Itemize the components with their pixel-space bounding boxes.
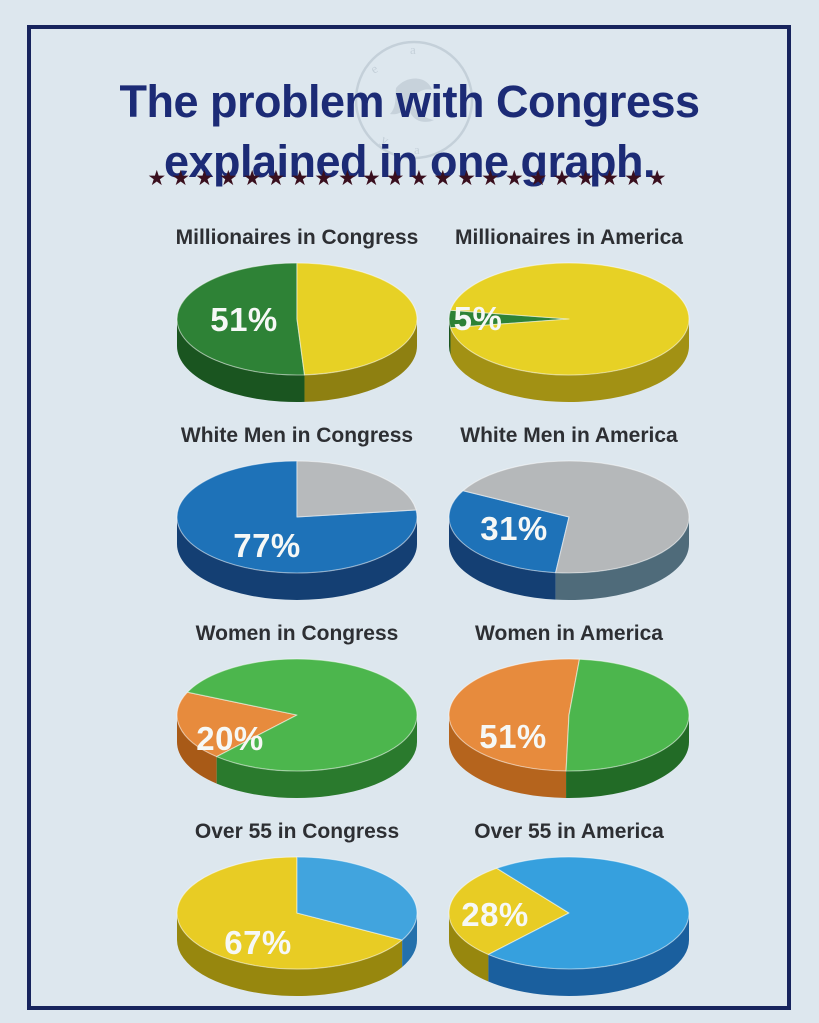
pie-slice-side: [488, 913, 689, 997]
watermark-bird-icon: [390, 78, 434, 122]
star-icon: ★: [457, 167, 481, 190]
pie-chart-svg: 31%: [448, 460, 690, 600]
pie-slice-side: [449, 913, 489, 982]
pie-cell: White Men in Congress 77%: [172, 424, 422, 604]
star-divider: ★★★★★★★★★★★★★★★★★★★★★★: [0, 166, 819, 191]
pie-cell: White Men in America 31%: [444, 424, 694, 604]
pie-value-label: 28%: [461, 896, 529, 933]
star-icon: ★: [647, 167, 672, 190]
pie-slice: [448, 658, 581, 772]
pie-slice: [449, 262, 690, 376]
pie-cell: Over 55 in Congress 67%: [172, 820, 422, 1000]
star-icon: ★: [385, 167, 410, 190]
star-icon: ★: [361, 167, 386, 190]
pie-chart-svg: 28%: [448, 856, 690, 997]
pie-slice: [296, 856, 418, 941]
pie-title: Millionaires in Congress: [175, 226, 419, 249]
star-icon: ★: [290, 167, 315, 190]
border-frame: [27, 25, 791, 1010]
pie-title: White Men in America: [460, 424, 678, 447]
pie-chart-svg: 77%: [176, 460, 418, 600]
pie-cell: Women in Congress 20%: [172, 622, 422, 802]
title-line-2: explained in one graph.: [163, 136, 656, 188]
pie-slice-side: [177, 715, 217, 784]
star-icon: ★: [171, 167, 196, 190]
pie-title: Women in Congress: [195, 622, 399, 645]
pie-slice: [487, 856, 690, 970]
watermark-letter: a: [414, 142, 420, 157]
pie-slice: [448, 490, 570, 574]
pie-slice-side: [450, 319, 689, 402]
pie-slice: [176, 691, 298, 758]
pies-grid: Millionaires in Congress 51% Millionaires …: [172, 226, 694, 1000]
pie-slice: [176, 856, 403, 970]
star-icon: ★: [623, 167, 648, 190]
page-title: The problem with Congress explained in o…: [0, 72, 819, 192]
star-icon: ★: [266, 167, 291, 190]
star-icon: ★: [314, 167, 339, 190]
title-line-1: The problem with Congress: [119, 76, 700, 128]
pie-slice-side: [216, 715, 417, 799]
pie-slice-side: [177, 913, 403, 997]
pie-title: White Men in Congress: [180, 424, 414, 447]
pie-slice: [176, 262, 306, 376]
pie-value-label: 31%: [480, 510, 548, 547]
pie-chart-svg: 67%: [176, 856, 418, 997]
pie-chart-svg: 5%: [448, 262, 690, 402]
pie-slice-side: [555, 517, 689, 600]
star-icon: ★: [552, 167, 577, 190]
star-icon: ★: [504, 167, 529, 190]
pie-slice: [296, 262, 418, 376]
pie-title: Millionaires in America: [455, 226, 683, 249]
pie-title: Women in America: [475, 622, 663, 645]
watermark-circle: [354, 40, 474, 160]
pie-cell: Over 55 in America 28%: [444, 820, 694, 1000]
star-icon: ★: [576, 167, 601, 190]
star-icon: ★: [600, 167, 624, 190]
star-icon: ★: [433, 167, 458, 190]
star-icon: ★: [218, 167, 243, 190]
pie-title: Over 55 in America: [474, 820, 664, 843]
pie-slice-side: [176, 319, 305, 403]
pie-title: Over 55 in Congress: [194, 820, 400, 843]
pie-cell: Millionaires in Congress 51%: [172, 226, 422, 406]
star-icon: ★: [147, 167, 172, 190]
pie-slice-side: [177, 517, 417, 600]
star-icon: ★: [480, 167, 505, 190]
star-icon: ★: [338, 167, 362, 190]
pie-value-label: 5%: [454, 300, 503, 337]
pie-slice-side: [449, 517, 556, 600]
star-icon: ★: [409, 167, 434, 190]
pie-slice-side: [449, 715, 567, 798]
star-icon: ★: [195, 167, 219, 190]
pie-slice-side: [402, 913, 417, 967]
pie-chart-svg: 51%: [176, 262, 418, 403]
pie-slice: [462, 460, 690, 574]
pie-chart-svg: 51%: [448, 658, 690, 798]
pie-slice: [296, 460, 417, 518]
pie-chart-svg: 20%: [176, 658, 418, 799]
watermark-letter: a: [410, 42, 416, 57]
pie-slice: [565, 658, 690, 772]
pie-value-label: 51%: [210, 301, 278, 338]
watermark-logo: e a y a: [354, 40, 474, 160]
star-icon: ★: [242, 167, 267, 190]
pie-slice-side: [566, 715, 689, 798]
pie-slice-side: [304, 319, 417, 402]
pie-value-label: 20%: [196, 720, 264, 757]
pie-slice: [448, 867, 570, 956]
pie-value-label: 67%: [224, 924, 292, 961]
pie-slice: [186, 658, 418, 772]
star-icon: ★: [528, 167, 553, 190]
pie-value-label: 51%: [479, 718, 547, 755]
pie-value-label: 77%: [233, 527, 301, 564]
pie-cell: Women in America 51%: [444, 622, 694, 802]
pie-cell: Millionaires in America 5%: [444, 226, 694, 406]
